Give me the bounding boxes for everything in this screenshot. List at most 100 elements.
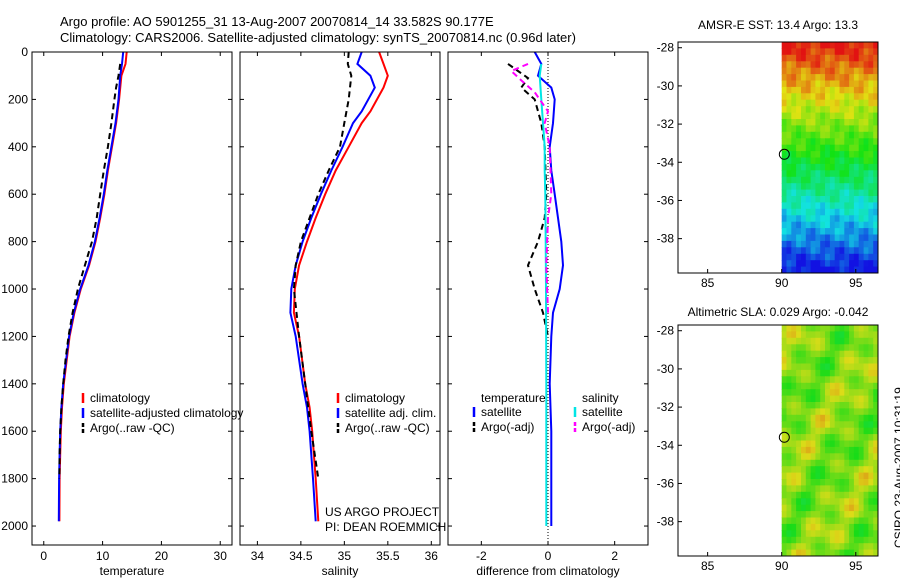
altimetric-sla-map-cell <box>810 337 816 345</box>
amsr-e-sst-map-cell <box>868 260 874 268</box>
altimetric-sla-map-cell <box>796 511 802 519</box>
altimetric-sla-map-cell <box>863 421 869 429</box>
salinity-legend-entry-label: climatology <box>345 391 405 405</box>
altimetric-sla-map-cell <box>801 427 807 435</box>
altimetric-sla-map-cell <box>786 414 792 422</box>
altimetric-sla-map-cell <box>863 440 869 448</box>
altimetric-sla-map-cell <box>810 459 816 467</box>
altimetric-sla-map-cell <box>849 337 855 345</box>
amsr-e-sst-map-cell <box>829 196 836 203</box>
amsr-e-sst-map-cell <box>853 86 860 94</box>
amsr-e-sst-map-cell <box>873 119 878 126</box>
amsr-e-sst-map-cell <box>810 183 816 191</box>
altimetric-sla-map-cell <box>853 543 860 551</box>
amsr-e-sst-map-cell <box>791 234 797 242</box>
amsr-e-sst-map-cell <box>786 112 792 120</box>
altimetric-sla-map-xtick-label: 90 <box>775 559 789 573</box>
altimetric-sla-map-cell <box>858 408 865 416</box>
amsr-e-sst-map-cell <box>849 74 855 82</box>
salinity-profile-xtick-label: 35.5 <box>376 549 400 563</box>
altimetric-sla-map-cell <box>868 402 874 409</box>
altimetric-sla-map-cell <box>810 472 816 480</box>
amsr-e-sst-map-cell <box>805 106 812 114</box>
salinity-profile-xtick-label: 34 <box>251 549 265 563</box>
amsr-e-sst-map-cell <box>858 131 865 139</box>
altimetric-sla-map-ytick-label: -38 <box>657 515 675 529</box>
altimetric-sla-map-cell <box>801 369 807 377</box>
amsr-e-sst-map-cell <box>825 176 831 184</box>
amsr-e-sst-map-cell <box>829 221 836 229</box>
altimetric-sla-map-cell <box>781 350 788 358</box>
altimetric-sla-map-cell <box>858 530 865 538</box>
altimetric-sla-map-cell <box>796 427 802 435</box>
amsr-e-sst-map-cell <box>873 42 878 49</box>
altimetric-sla-map-cell <box>786 389 792 397</box>
amsr-e-sst-map-cell <box>786 125 792 133</box>
altimetric-sla-map-cell <box>858 459 865 467</box>
altimetric-sla-map-cell <box>858 369 865 377</box>
amsr-e-sst-map-cell <box>853 247 860 255</box>
amsr-e-sst-map-cell <box>786 170 792 178</box>
altimetric-sla-map-cell <box>858 517 865 525</box>
altimetric-sla-map-cell <box>849 434 855 442</box>
altimetric-sla-map-cell <box>796 536 802 544</box>
amsr-e-sst-map-cell <box>820 163 826 171</box>
altimetric-sla-map-cell <box>796 389 802 397</box>
altimetric-sla-map-cell <box>834 504 841 512</box>
amsr-e-sst-map-cell <box>849 196 855 203</box>
altimetric-sla-map-cell <box>805 549 812 556</box>
diff-legend-temperature-header: temperature <box>481 391 546 405</box>
amsr-e-sst-map-cell <box>863 202 869 210</box>
amsr-e-sst-map-cell <box>844 86 850 94</box>
amsr-e-sst-map-cell <box>829 67 836 75</box>
amsr-e-sst-map-cell <box>825 157 831 165</box>
altimetric-sla-map-cell <box>834 459 841 467</box>
altimetric-sla-map-cell <box>815 376 821 384</box>
altimetric-sla-map-cell <box>781 523 788 531</box>
amsr-e-sst-map-cell <box>810 234 816 242</box>
amsr-e-sst-map-cell <box>839 54 845 62</box>
altimetric-sla-map-cell <box>839 350 845 358</box>
timestamp-label: CSIRO 23-Aug-2007 10:31:19 <box>892 387 900 548</box>
amsr-e-sst-map-cell <box>820 93 826 101</box>
depth-tick-label: 400 <box>8 140 28 154</box>
amsr-e-sst-map-cell <box>873 144 878 152</box>
amsr-e-sst-map-cell <box>834 54 841 62</box>
salinity-profile-series-argo-raw-qc- <box>292 51 353 479</box>
altimetric-sla-map-cell <box>796 453 802 461</box>
amsr-e-sst-map-cell <box>786 208 792 216</box>
amsr-e-sst-map-cell <box>873 86 878 94</box>
amsr-e-sst-map-cell <box>868 86 874 94</box>
amsr-e-sst-map-cell <box>796 253 802 261</box>
amsr-e-sst-map-cell <box>825 234 831 242</box>
altimetric-sla-map-cell <box>868 536 874 544</box>
altimetric-sla-map-cell <box>858 350 865 358</box>
altimetric-sla-map-cell <box>810 325 816 332</box>
altimetric-sla-map-cell <box>858 421 865 429</box>
altimetric-sla-map-cell <box>839 446 845 454</box>
amsr-e-sst-map-cell <box>853 138 860 146</box>
altimetric-sla-map-cell <box>849 389 855 397</box>
altimetric-sla-map-cell <box>863 382 869 390</box>
amsr-e-sst-map-cell <box>873 151 878 159</box>
amsr-e-sst-map-cell <box>853 253 860 261</box>
altimetric-sla-map-cell <box>825 331 831 339</box>
amsr-e-sst-map-cell <box>820 54 826 62</box>
amsr-e-sst-map-cell <box>834 144 841 152</box>
altimetric-sla-map-cell <box>839 414 845 422</box>
amsr-e-sst-map-cell <box>863 112 869 120</box>
altimetric-sla-map-cell <box>834 337 841 345</box>
altimetric-sla-map-cell <box>834 395 841 403</box>
altimetric-sla-map-cell <box>873 453 878 461</box>
amsr-e-sst-map-cell <box>786 86 792 94</box>
altimetric-sla-map-cell <box>805 453 812 461</box>
altimetric-sla-map-cell <box>849 498 855 506</box>
altimetric-sla-map-cell <box>829 344 836 352</box>
amsr-e-sst-map-cell <box>791 61 797 69</box>
altimetric-sla-map-cell <box>839 344 845 352</box>
amsr-e-sst-map-cell <box>796 99 802 107</box>
amsr-e-sst-map-cell <box>815 170 821 178</box>
altimetric-sla-map-cell <box>815 498 821 506</box>
amsr-e-sst-map-cell <box>863 196 869 203</box>
altimetric-sla-map-cell <box>825 434 831 442</box>
